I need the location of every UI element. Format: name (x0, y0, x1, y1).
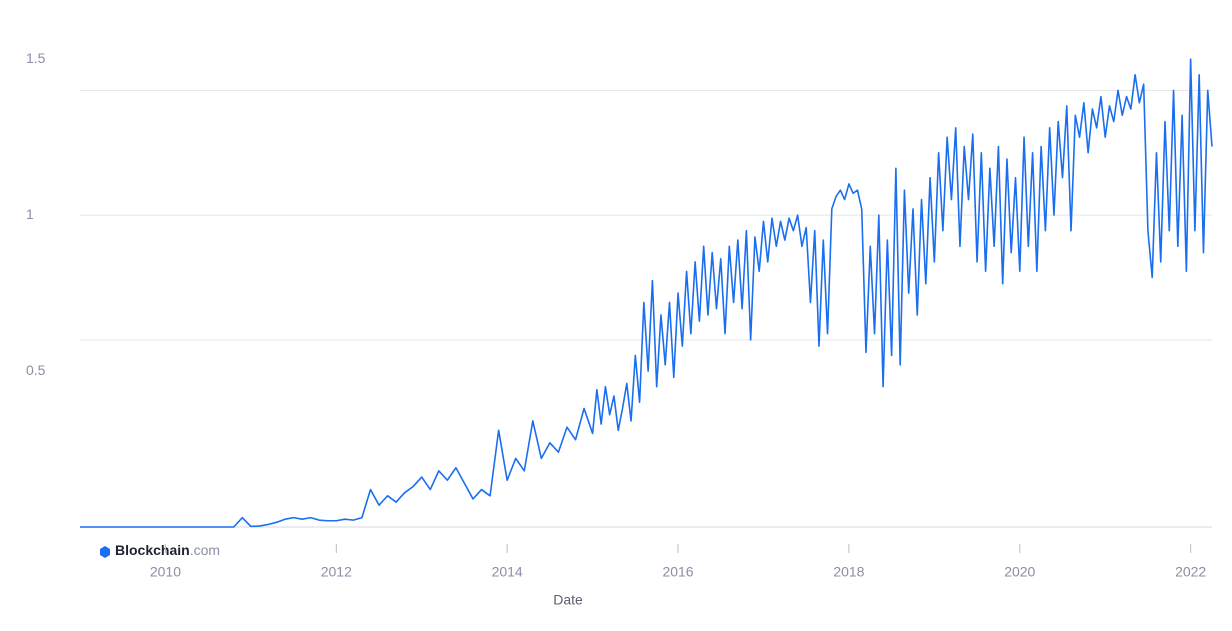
y-tick-label: 1.5 (26, 50, 46, 66)
x-tick-label: 2012 (321, 564, 352, 580)
watermark: Blockchain.com (100, 542, 220, 558)
watermark-logo (100, 546, 110, 558)
watermark-brand: Blockchain.com (115, 542, 220, 558)
x-axis-title: Date (553, 592, 583, 608)
y-tick-label: 1 (26, 206, 34, 222)
watermark-suffix: .com (190, 542, 220, 558)
data-line (80, 58, 1213, 528)
x-tick-label: 2014 (492, 564, 523, 580)
watermark-name: Blockchain (115, 542, 190, 558)
x-tick-label: 2020 (1004, 564, 1035, 580)
x-tick-label: 2010 (150, 564, 181, 580)
x-tick-label: 2018 (833, 564, 864, 580)
x-tick-label: 2016 (662, 564, 693, 580)
x-tick-label: 2022 (1175, 564, 1206, 580)
y-tick-label: 0.5 (26, 362, 46, 378)
